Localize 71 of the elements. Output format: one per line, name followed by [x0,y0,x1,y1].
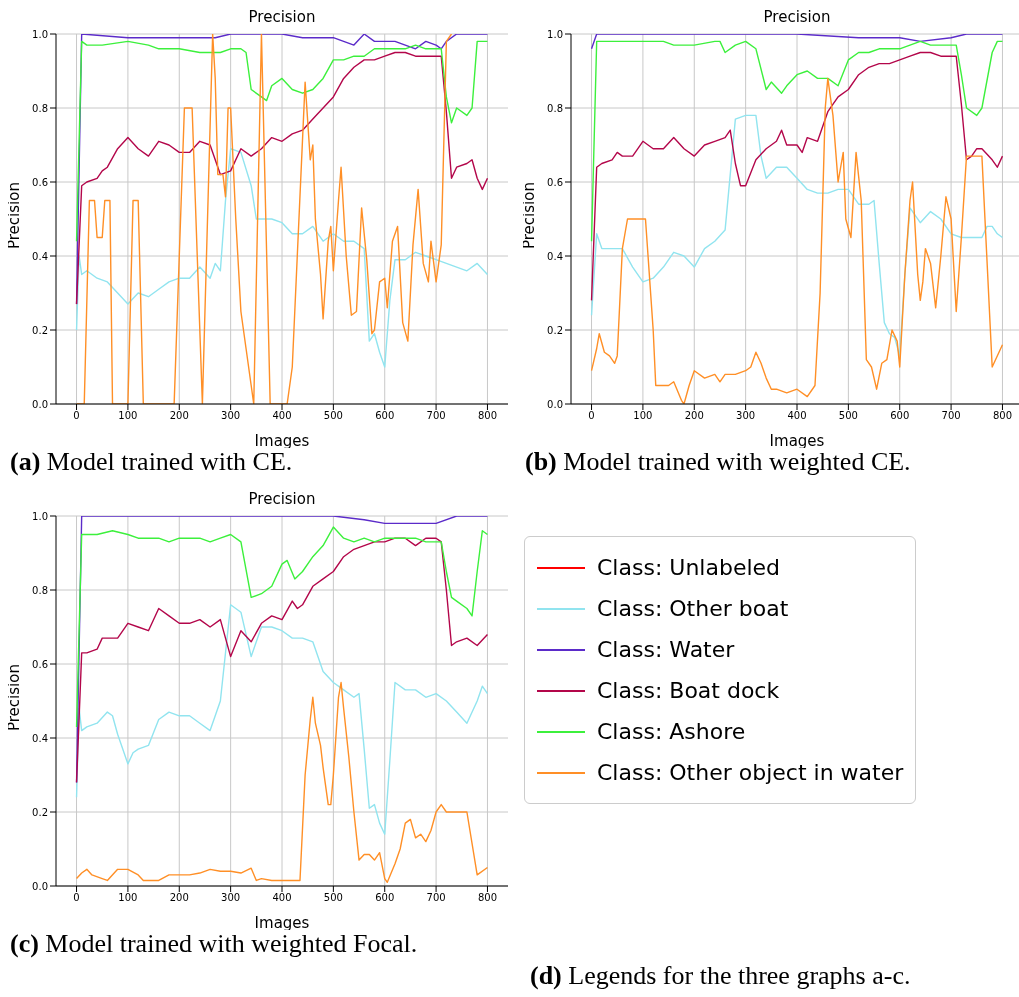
y-tick-label: 0.0 [547,398,563,410]
y-tick-label: 0.6 [32,658,48,670]
legend-label: Class: Other boat [597,596,789,621]
line-series [75,148,489,368]
x-tick-label: 200 [169,892,189,904]
y-tick-label: 0.4 [547,250,563,262]
y-axis-title: Precision [5,182,24,249]
line-series [75,40,489,242]
x-tick-label: 700 [426,410,446,422]
y-tick-label: 0.8 [32,102,48,114]
y-axis-title: Precision [5,664,24,731]
x-tick-label: 400 [787,410,807,422]
x-tick-label: 0 [588,410,595,422]
x-tick-label: 100 [633,410,653,422]
y-tick-label: 0.2 [547,324,563,336]
line-series [75,526,489,728]
line-series [75,681,489,883]
x-tick-label: 700 [426,892,446,904]
x-tick-label: 500 [323,410,343,422]
text: (b) Model trained with weighted CE. [525,447,912,478]
y-tick-label: 0.8 [32,584,48,596]
legend-label: Class: Ashore [597,719,746,744]
line-series [590,77,1004,404]
x-tick-label: 800 [992,410,1012,422]
y-tick-label: 0.4 [32,732,48,744]
x-tick-label: 0 [73,892,80,904]
x-tick-label: 400 [272,410,292,422]
line-series [590,34,1004,50]
line-series [590,114,1004,357]
x-tick-label: 700 [941,410,961,422]
x-tick-label: 100 [118,410,138,422]
text: (d) Legends for the three graphs a-c. [530,960,912,992]
legend-label: Class: Unlabeled [597,555,781,580]
x-tick-label: 800 [477,410,497,422]
x-tick-label: 600 [375,410,395,422]
y-tick-label: 0.2 [32,324,48,336]
y-tick-label: 0.2 [32,806,48,818]
x-tick-label: 500 [838,410,858,422]
x-tick-label: 0 [73,410,80,422]
x-tick-label: 600 [375,892,395,904]
y-tick-label: 1.0 [32,28,48,40]
y-tick-label: 1.0 [547,28,563,40]
y-tick-label: 0.6 [547,176,563,188]
legend-label: Class: Other object in water [597,760,904,785]
y-tick-label: 0.0 [32,398,48,410]
y-tick-label: 0.6 [32,176,48,188]
line-series [590,40,1004,242]
y-tick-label: 0.8 [547,102,563,114]
x-tick-label: 300 [221,410,241,422]
chart-title: Precision [247,8,317,26]
x-tick-label: 500 [323,892,343,904]
legend-label: Class: Water [597,637,735,662]
legend-label: Class: Boat dock [597,678,780,703]
y-axis-title: Precision [520,182,539,249]
x-tick-label: 600 [890,410,910,422]
chart-title: Precision [762,8,832,26]
x-tick-label: 800 [477,892,497,904]
x-tick-label: 300 [221,892,241,904]
text: (c) Model trained with weighted Focal. [10,929,419,960]
text: (a) Model trained with CE. [10,447,293,478]
x-tick-label: 100 [118,892,138,904]
line-series [75,604,489,835]
x-tick-label: 200 [684,410,704,422]
x-tick-label: 400 [272,892,292,904]
x-tick-label: 200 [169,410,189,422]
chart-title: Precision [247,490,317,508]
y-tick-label: 1.0 [32,510,48,522]
line-series [590,51,1004,302]
x-tick-label: 300 [736,410,756,422]
y-tick-label: 0.4 [32,250,48,262]
y-tick-label: 0.0 [32,880,48,892]
